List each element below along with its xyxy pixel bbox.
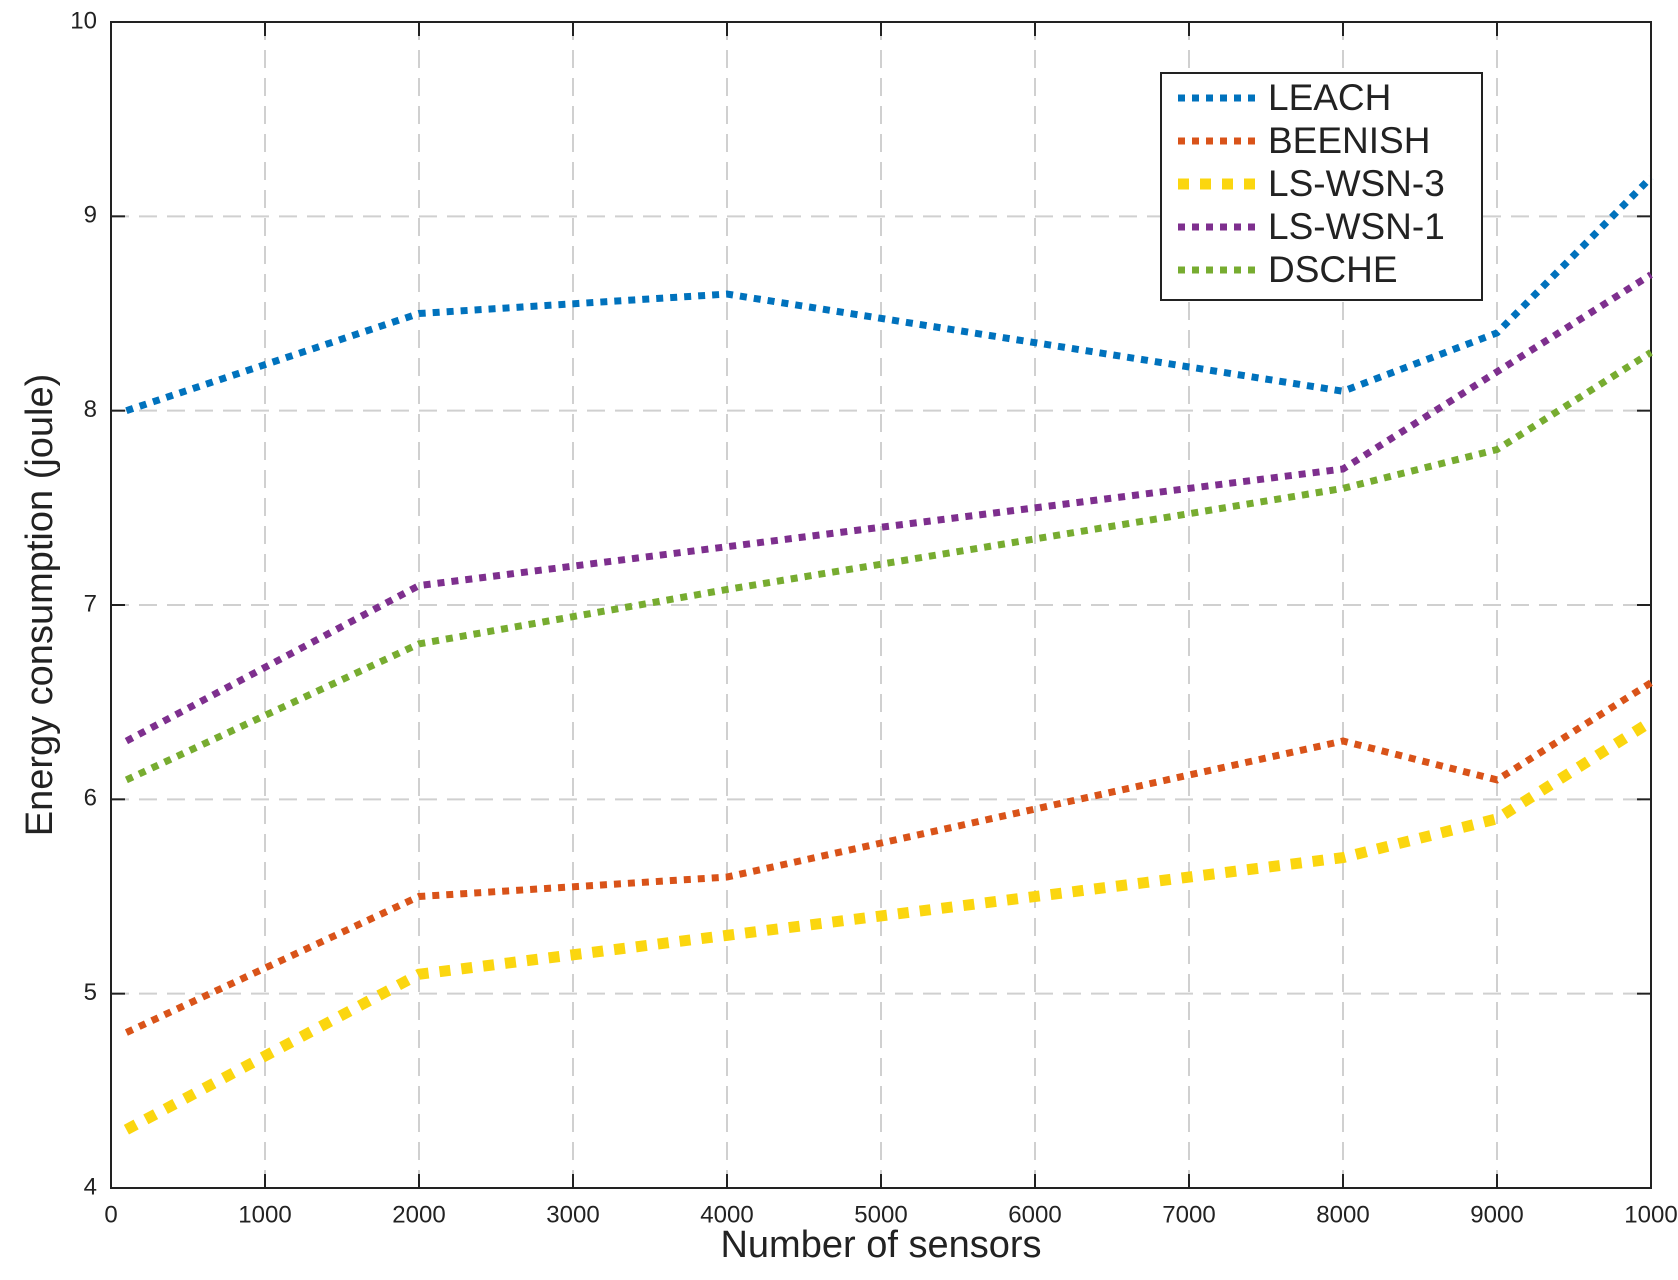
series-line bbox=[125, 175, 1654, 414]
plot-frame bbox=[110, 21, 1652, 1189]
x-tick-label: 0 bbox=[104, 1201, 117, 1228]
y-tick-label: 5 bbox=[84, 979, 97, 1006]
x-tick-label: 1000 bbox=[238, 1201, 291, 1228]
series-line bbox=[123, 716, 1654, 1135]
x-tick-label: 2000 bbox=[392, 1201, 445, 1228]
x-tick-label: 8000 bbox=[1316, 1201, 1369, 1228]
y-tick-label: 10 bbox=[70, 7, 97, 34]
legend-label: LS-WSN-1 bbox=[1268, 206, 1445, 247]
series-line bbox=[124, 349, 1653, 784]
y-tick-label: 4 bbox=[84, 1173, 97, 1200]
x-tick-label: 5000 bbox=[854, 1201, 907, 1228]
y-tick-label: 7 bbox=[84, 590, 97, 617]
x-tick-label: 1000 bbox=[1624, 1201, 1677, 1228]
series-line bbox=[124, 679, 1653, 1036]
x-tick-label: 7000 bbox=[1162, 1201, 1215, 1228]
legend-label: DSCHE bbox=[1268, 249, 1398, 290]
x-tick-label: 9000 bbox=[1470, 1201, 1523, 1228]
legend-label: LEACH bbox=[1268, 77, 1391, 118]
series-line bbox=[124, 271, 1653, 745]
y-tick-label: 9 bbox=[84, 202, 97, 229]
legend-box bbox=[1160, 72, 1483, 301]
x-tick-label: 3000 bbox=[546, 1201, 599, 1228]
y-tick-label: 8 bbox=[84, 396, 97, 423]
x-tick-label: 4000 bbox=[700, 1201, 753, 1228]
y-tick-label: 6 bbox=[84, 785, 97, 812]
legend-label: BEENISH bbox=[1268, 120, 1430, 161]
y-axis-title: Energy consumption (joule) bbox=[19, 374, 61, 837]
x-axis-title: Number of sensors bbox=[720, 1224, 1041, 1266]
x-tick-label: 6000 bbox=[1008, 1201, 1061, 1228]
legend-label: LS-WSN-3 bbox=[1268, 163, 1445, 204]
